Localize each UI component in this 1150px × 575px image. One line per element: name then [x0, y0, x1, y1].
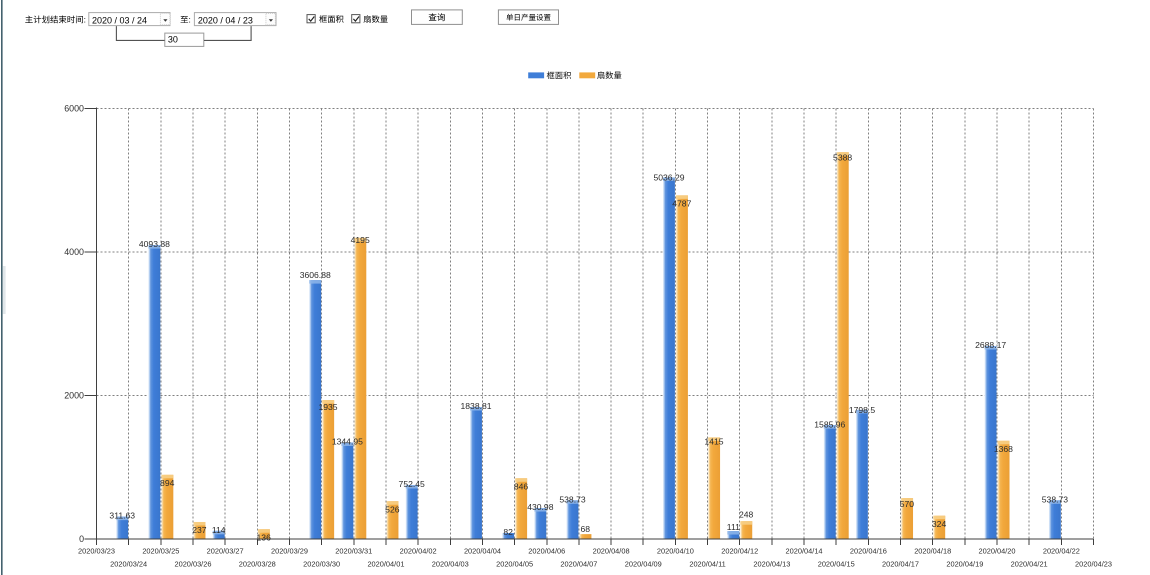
- svg-text:2020/04/15: 2020/04/15: [818, 559, 855, 568]
- svg-text:1935: 1935: [318, 402, 337, 412]
- svg-text:2020/04/08: 2020/04/08: [593, 546, 630, 555]
- svg-text:2020/04/13: 2020/04/13: [753, 559, 790, 568]
- svg-text:30: 30: [168, 35, 178, 45]
- svg-text:68: 68: [581, 524, 591, 534]
- svg-text:0: 0: [79, 534, 84, 544]
- svg-text:2020/03/27: 2020/03/27: [207, 546, 244, 555]
- svg-text:1415: 1415: [704, 437, 723, 447]
- svg-text:1838.81: 1838.81: [461, 401, 492, 411]
- svg-text:3606.88: 3606.88: [300, 270, 331, 280]
- svg-text:4093.88: 4093.88: [139, 239, 170, 249]
- svg-text:324: 324: [932, 519, 947, 529]
- svg-text:2020/04/20: 2020/04/20: [979, 546, 1016, 555]
- svg-text:2000: 2000: [64, 391, 84, 401]
- svg-text:2020/04/04: 2020/04/04: [464, 546, 501, 555]
- svg-text:2020 / 04 / 23: 2020 / 04 / 23: [198, 15, 253, 25]
- svg-text:248: 248: [739, 509, 754, 519]
- svg-text:2688.17: 2688.17: [975, 340, 1006, 350]
- svg-text:5388: 5388: [833, 152, 852, 162]
- svg-text:2020/03/23: 2020/03/23: [78, 546, 115, 555]
- svg-text:2020/04/07: 2020/04/07: [560, 559, 597, 568]
- svg-text:6000: 6000: [64, 103, 84, 113]
- svg-text:1585.96: 1585.96: [814, 419, 845, 429]
- svg-text:2020/04/18: 2020/04/18: [914, 546, 951, 555]
- svg-text::: :: [189, 14, 191, 24]
- svg-text:2020/04/14: 2020/04/14: [786, 546, 823, 555]
- svg-text::: :: [84, 14, 86, 24]
- svg-text:2020/04/22: 2020/04/22: [1043, 546, 1080, 555]
- svg-text:1368: 1368: [994, 444, 1013, 454]
- svg-text:237: 237: [192, 525, 207, 535]
- svg-text:2020/03/29: 2020/03/29: [271, 546, 308, 555]
- svg-text:538.73: 538.73: [559, 494, 586, 504]
- svg-text:570: 570: [900, 499, 915, 509]
- svg-text:4787: 4787: [672, 198, 691, 208]
- svg-text:538.73: 538.73: [1042, 494, 1069, 504]
- svg-text:752.45: 752.45: [399, 479, 426, 489]
- svg-text:136: 136: [257, 532, 272, 542]
- svg-text:2020/04/16: 2020/04/16: [850, 546, 887, 555]
- svg-text:894: 894: [160, 478, 175, 488]
- svg-text:2020/04/01: 2020/04/01: [367, 559, 404, 568]
- svg-text:2020/04/02: 2020/04/02: [400, 546, 437, 555]
- svg-text:2020/04/06: 2020/04/06: [528, 546, 565, 555]
- svg-text:311.63: 311.63: [109, 511, 135, 521]
- svg-text:2020/03/30: 2020/03/30: [303, 559, 340, 568]
- svg-text:2020/04/19: 2020/04/19: [946, 559, 983, 568]
- svg-text:2020/03/24: 2020/03/24: [110, 559, 147, 568]
- svg-text:2020/04/03: 2020/04/03: [432, 559, 469, 568]
- svg-text:1344.95: 1344.95: [332, 437, 363, 447]
- svg-text:1798.5: 1798.5: [849, 405, 876, 415]
- svg-text:2020/04/11: 2020/04/11: [689, 559, 725, 568]
- svg-text:2020/03/26: 2020/03/26: [174, 559, 211, 568]
- svg-text:111: 111: [727, 522, 740, 532]
- svg-text:4195: 4195: [351, 235, 370, 245]
- svg-text:2020/04/17: 2020/04/17: [882, 559, 919, 568]
- svg-text:2020/04/12: 2020/04/12: [721, 546, 758, 555]
- svg-text:526: 526: [385, 504, 400, 514]
- svg-text:114: 114: [212, 525, 226, 535]
- svg-text:2020/04/21: 2020/04/21: [1011, 559, 1048, 568]
- svg-text:2020 / 03 / 24: 2020 / 03 / 24: [92, 15, 147, 25]
- svg-text:4000: 4000: [64, 247, 84, 257]
- svg-text:5036.29: 5036.29: [653, 173, 684, 183]
- svg-text:846: 846: [514, 481, 529, 491]
- svg-text:82: 82: [503, 527, 513, 537]
- svg-text:2020/03/25: 2020/03/25: [142, 546, 179, 555]
- svg-text:2020/03/28: 2020/03/28: [239, 559, 276, 568]
- svg-text:2020/04/09: 2020/04/09: [625, 559, 662, 568]
- svg-text:2020/04/10: 2020/04/10: [657, 546, 694, 555]
- svg-text:2020/03/31: 2020/03/31: [335, 546, 372, 555]
- svg-text:2020/04/05: 2020/04/05: [496, 559, 533, 568]
- svg-text:430.98: 430.98: [527, 502, 554, 512]
- svg-text:2020/04/23: 2020/04/23: [1075, 559, 1112, 568]
